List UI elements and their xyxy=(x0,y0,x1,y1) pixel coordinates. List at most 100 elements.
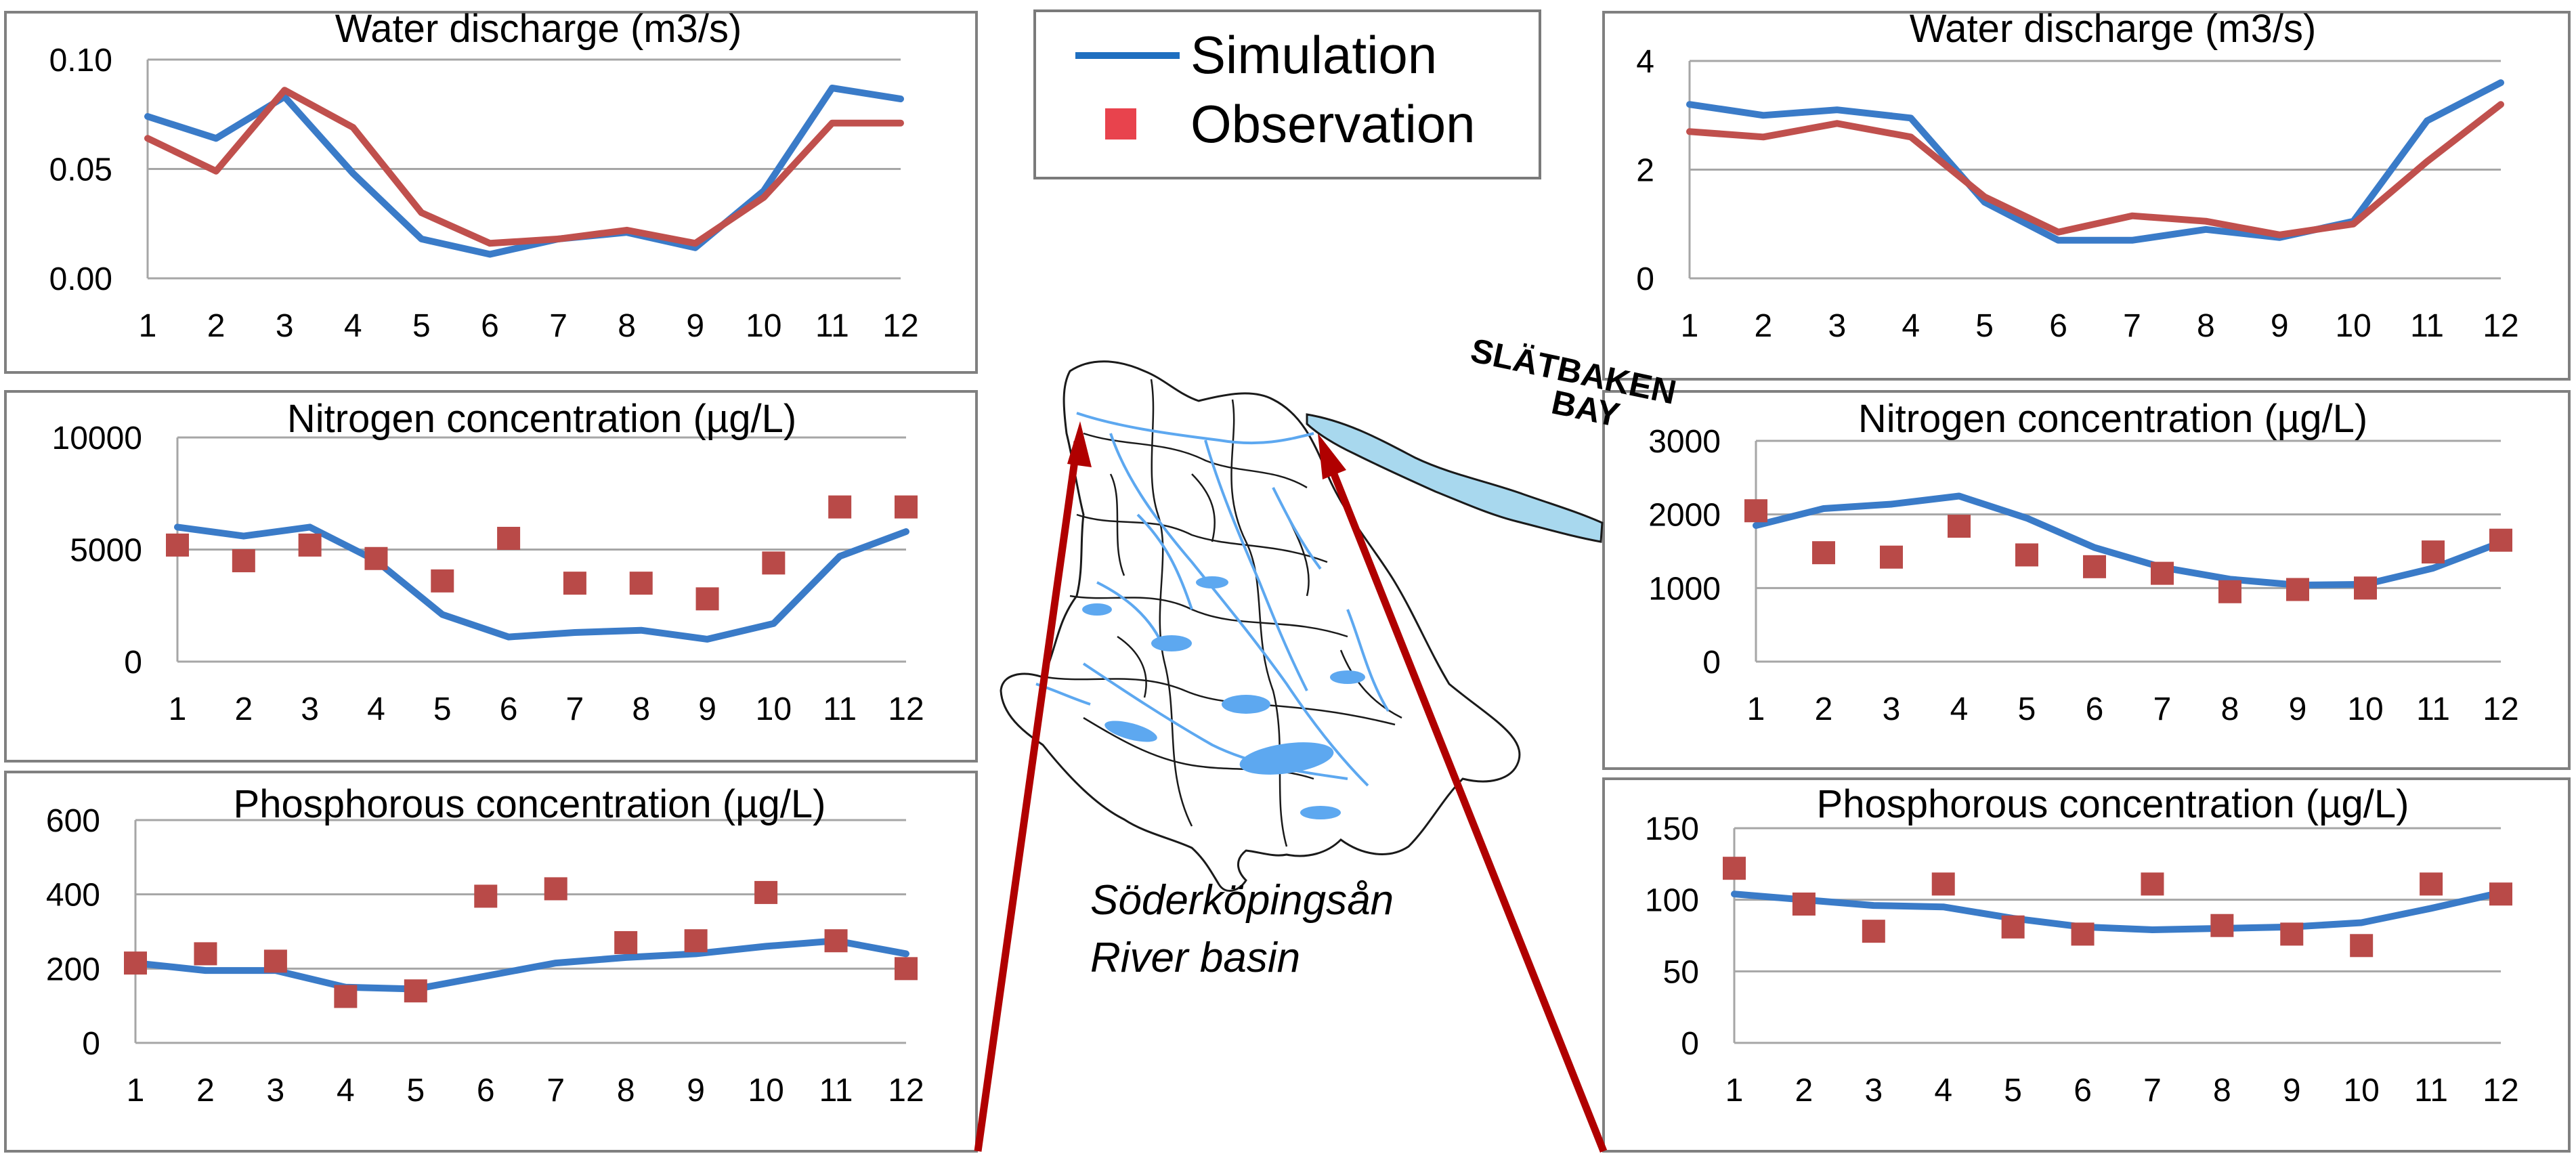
legend-observation-swatch xyxy=(1105,108,1136,140)
observation-marker xyxy=(1931,872,1955,896)
chart-title: Nitrogen concentration (µg/L) xyxy=(1858,397,2367,441)
observation-marker xyxy=(629,572,653,595)
x-tick-label: 9 xyxy=(698,691,716,727)
observation-marker xyxy=(2071,922,2095,946)
x-tick-label: 7 xyxy=(546,1073,565,1109)
x-tick-label: 7 xyxy=(2143,1073,2162,1109)
observation-marker xyxy=(1880,545,1903,569)
y-tick-label: 0 xyxy=(82,1026,100,1062)
observation-marker xyxy=(695,587,719,611)
y-tick-label: 400 xyxy=(46,878,100,914)
x-tick-label: 10 xyxy=(2343,1073,2379,1109)
slatbaken-bay-shape xyxy=(1306,413,1604,543)
x-tick-label: 8 xyxy=(617,1073,635,1109)
x-tick-label: 2 xyxy=(1795,1073,1813,1109)
x-tick-label: 1 xyxy=(127,1073,145,1109)
x-tick-label: 4 xyxy=(1950,691,1969,727)
legend-observation-label: Observation xyxy=(1190,94,1476,154)
x-tick-label: 7 xyxy=(2123,308,2141,344)
x-tick-label: 2 xyxy=(234,691,253,727)
x-tick-label: 10 xyxy=(746,308,781,344)
x-tick-label: 12 xyxy=(2483,308,2518,344)
basin-label-line2: River basin xyxy=(1090,935,1300,981)
y-tick-label: 5000 xyxy=(70,533,142,569)
x-tick-label: 12 xyxy=(888,1073,924,1109)
observation-marker xyxy=(497,526,521,550)
left-station-arrow xyxy=(974,441,1081,1152)
observation-marker xyxy=(2489,528,2512,552)
y-tick-label: 0.05 xyxy=(49,152,112,188)
x-tick-label: 12 xyxy=(888,691,924,727)
chart-title: Water discharge (m3/s) xyxy=(335,7,742,51)
x-tick-label: 8 xyxy=(618,308,636,344)
observation-marker xyxy=(2420,872,2443,896)
x-tick-label: 3 xyxy=(267,1073,285,1109)
x-tick-label: 3 xyxy=(301,691,319,727)
x-tick-label: 2 xyxy=(1755,308,1773,344)
x-tick-label: 7 xyxy=(549,308,567,344)
x-tick-label: 4 xyxy=(367,691,385,727)
x-tick-label: 5 xyxy=(2004,1073,2022,1109)
y-tick-label: 150 xyxy=(1645,811,1699,847)
x-tick-label: 10 xyxy=(748,1073,783,1109)
y-tick-label: 0 xyxy=(1681,1026,1699,1062)
x-tick-label: 4 xyxy=(1934,1073,1952,1109)
x-tick-label: 12 xyxy=(2483,691,2518,727)
x-tick-label: 9 xyxy=(686,308,704,344)
legend: Simulation Observation xyxy=(1033,9,1541,179)
x-tick-label: 11 xyxy=(2410,308,2444,344)
observation-marker xyxy=(895,495,918,519)
x-tick-label: 12 xyxy=(2483,1073,2518,1109)
panel-frame xyxy=(1602,390,2571,770)
observation-marker xyxy=(2141,872,2164,896)
x-tick-label: 3 xyxy=(1828,308,1846,344)
y-tick-label: 600 xyxy=(46,803,100,839)
observation-series-line xyxy=(1686,101,2504,238)
observation-marker xyxy=(364,546,388,570)
river-network xyxy=(1035,412,1390,787)
x-tick-label: 6 xyxy=(481,308,499,344)
legend-frame xyxy=(1033,9,1541,179)
x-tick-label: 4 xyxy=(337,1073,355,1109)
x-tick-label: 11 xyxy=(819,1073,853,1109)
observation-series-line xyxy=(144,87,904,247)
x-tick-label: 2 xyxy=(196,1073,215,1109)
x-tick-label: 2 xyxy=(207,308,226,344)
observation-marker xyxy=(828,495,852,519)
x-tick-label: 8 xyxy=(2221,691,2239,727)
observation-marker xyxy=(895,957,918,981)
x-tick-label: 3 xyxy=(276,308,294,344)
observation-marker xyxy=(263,949,287,973)
y-tick-label: 0 xyxy=(1636,261,1654,297)
y-tick-label: 50 xyxy=(1663,954,1699,990)
panel-frame xyxy=(4,390,978,763)
y-tick-label: 0 xyxy=(1702,645,1721,681)
chart-title: Phosphorous concentration (µg/L) xyxy=(1817,782,2409,826)
right-station-arrow xyxy=(1322,452,1608,1153)
y-tick-label: 0 xyxy=(124,645,142,681)
x-tick-label: 3 xyxy=(1864,1073,1883,1109)
x-tick-label: 10 xyxy=(2335,308,2371,344)
x-tick-label: 7 xyxy=(2153,691,2172,727)
y-tick-label: 3000 xyxy=(1648,424,1721,460)
x-tick-label: 8 xyxy=(2213,1073,2231,1109)
observation-marker xyxy=(474,884,498,908)
y-tick-label: 100 xyxy=(1645,883,1699,919)
observation-marker xyxy=(1744,499,1767,523)
x-tick-label: 1 xyxy=(1681,308,1699,344)
x-tick-label: 5 xyxy=(2018,691,2036,727)
simulation-series-line xyxy=(132,937,909,993)
y-tick-label: 4 xyxy=(1636,44,1654,80)
x-tick-label: 6 xyxy=(2074,1073,2092,1109)
observation-marker xyxy=(2151,561,2174,585)
panel-frame xyxy=(1602,11,2571,381)
x-tick-label: 11 xyxy=(2414,1073,2448,1109)
x-tick-label: 5 xyxy=(433,691,452,727)
observation-marker xyxy=(2015,543,2038,567)
observation-marker xyxy=(754,880,778,904)
observation-marker xyxy=(232,549,255,573)
x-tick-label: 1 xyxy=(1725,1073,1744,1109)
